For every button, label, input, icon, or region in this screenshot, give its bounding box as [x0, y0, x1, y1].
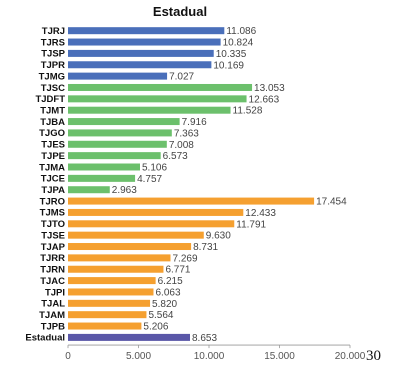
category-label: TJTO	[41, 219, 65, 230]
data-label: 11.086	[226, 26, 256, 37]
category-label: Estadual	[25, 333, 65, 344]
bar	[68, 322, 142, 330]
bar	[68, 254, 171, 262]
data-label: 10.335	[216, 49, 247, 60]
category-label: TJMT	[40, 106, 65, 117]
category-label: TJPR	[41, 60, 65, 71]
chart-title: Estadual	[153, 4, 207, 19]
data-label: 11.791	[236, 219, 266, 230]
bar	[68, 129, 172, 137]
bar	[68, 231, 204, 239]
category-label: TJMA	[39, 162, 65, 173]
bar	[68, 220, 235, 228]
bar	[68, 265, 164, 273]
category-label: TJMS	[40, 208, 65, 219]
data-label: 5.820	[152, 299, 177, 310]
bar	[68, 95, 247, 103]
bar	[68, 27, 225, 35]
data-label: 2.963	[112, 185, 137, 196]
category-label: TJAM	[39, 310, 65, 321]
category-label: TJPB	[41, 321, 65, 332]
category-label: TJES	[41, 140, 65, 151]
category-label: TJPI	[45, 287, 65, 298]
page-number: 30	[366, 348, 381, 364]
data-label: 10.169	[213, 60, 244, 71]
category-label: TJRS	[41, 37, 65, 48]
category-label: TJRN	[40, 265, 65, 276]
data-label: 7.008	[169, 140, 194, 151]
category-label: TJRR	[40, 253, 65, 264]
category-label: TJAL	[41, 299, 65, 310]
data-label: 12.663	[249, 94, 280, 105]
data-label: 17.454	[316, 197, 347, 208]
data-label: 6.771	[165, 265, 190, 276]
bar	[68, 333, 191, 341]
bar	[68, 174, 136, 182]
category-label: TJSP	[41, 49, 65, 60]
bar	[68, 49, 214, 57]
bar	[68, 243, 192, 251]
category-label: TJCE	[41, 174, 65, 185]
category-label: TJPA	[41, 185, 65, 196]
bar	[68, 38, 221, 46]
bar	[68, 277, 156, 285]
x-tick-label: 5.000	[126, 351, 151, 362]
bar	[68, 163, 140, 171]
category-label: TJMG	[39, 71, 65, 82]
bars-layer: TJRJ 11.086 TJRS 10.824 TJSP 10.335 TJPR 10.169…	[25, 26, 347, 344]
category-label: TJRO	[40, 196, 65, 207]
data-label: 12.433	[245, 208, 276, 219]
category-label: TJAC	[40, 276, 65, 287]
bar	[68, 197, 315, 205]
category-label: TJBA	[40, 117, 65, 128]
bar	[68, 140, 167, 148]
bar	[68, 83, 253, 91]
data-label: 9.630	[206, 231, 231, 242]
data-label: 6.215	[158, 276, 183, 287]
data-label: 6.573	[163, 151, 188, 162]
x-axis: 0 5.000 10.000 15.000 20.000	[65, 344, 366, 362]
data-label: 7.027	[169, 72, 194, 83]
x-tick-label: 10.000	[194, 351, 225, 362]
data-label: 5.106	[142, 163, 167, 174]
data-label: 7.916	[182, 117, 207, 128]
bar	[68, 61, 212, 69]
category-label: TJPE	[41, 151, 65, 162]
category-label: TJGO	[39, 128, 65, 139]
bar	[68, 288, 154, 296]
data-label: 11.528	[233, 106, 263, 117]
category-label: TJRJ	[42, 26, 65, 37]
data-label: 13.053	[254, 83, 285, 94]
data-label: 8.653	[192, 333, 217, 344]
bar	[68, 186, 110, 194]
x-tick-label: 15.000	[264, 351, 295, 362]
data-label: 5.206	[143, 322, 168, 333]
data-label: 4.757	[137, 174, 162, 185]
category-label: TJSC	[41, 83, 65, 94]
x-tick-label: 20.000	[335, 351, 366, 362]
bar	[68, 152, 161, 160]
data-label: 7.363	[174, 128, 199, 139]
bar	[68, 311, 147, 319]
category-label: TJDFT	[35, 94, 65, 105]
category-label: TJSE	[41, 230, 65, 241]
data-label: 7.269	[172, 253, 197, 264]
data-label: 8.731	[193, 242, 218, 253]
category-label: TJAP	[41, 242, 66, 253]
data-label: 5.564	[148, 310, 173, 321]
bar	[68, 208, 244, 216]
data-label: 10.824	[223, 38, 254, 49]
bar	[68, 118, 180, 126]
bar	[68, 106, 231, 114]
bar	[68, 72, 168, 80]
bar	[68, 299, 151, 307]
x-tick-label: 0	[65, 351, 71, 362]
data-label: 6.063	[155, 287, 180, 298]
